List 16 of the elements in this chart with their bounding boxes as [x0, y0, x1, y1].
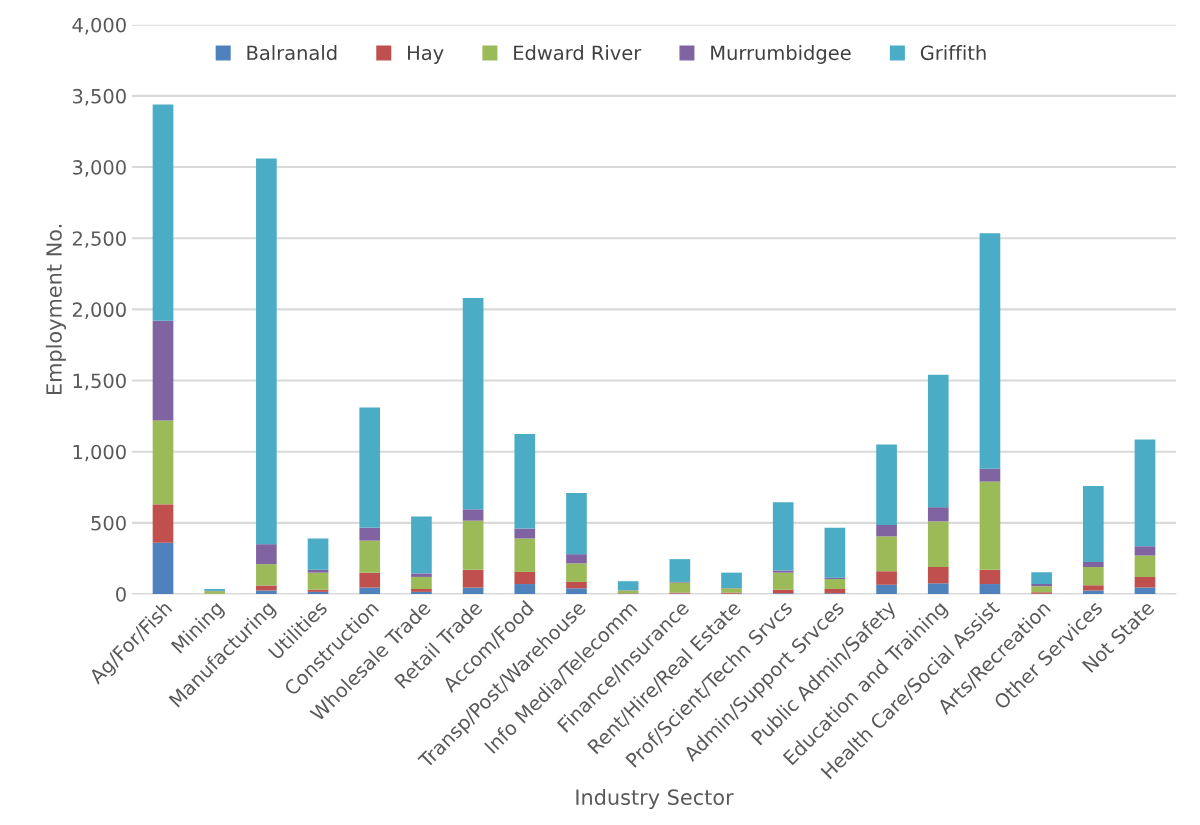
y-tick-label: 3,500	[72, 88, 126, 106]
y-tick-label: 2,000	[72, 302, 126, 320]
y-tick-label: 500	[91, 515, 126, 531]
y-axis-title: Employment No.	[45, 225, 66, 394]
legend-label: Edward River	[514, 45, 642, 61]
y-tick-label: 4,000	[72, 17, 126, 35]
y-tick-label: 2,500	[72, 231, 126, 248]
legend-label: Hay	[408, 45, 444, 64]
y-tick-label: 0	[116, 586, 126, 602]
y-tick-label: 1,500	[73, 373, 126, 391]
y-tick-label: 1,000	[73, 444, 126, 462]
y-tick-label: 3,000	[72, 160, 126, 177]
legend-label: Griffith	[920, 45, 986, 61]
legend-label: Murrumbidgee	[711, 45, 851, 64]
legend-label: Balranald	[247, 45, 337, 61]
x-axis-title: Industry Sector	[576, 788, 734, 810]
